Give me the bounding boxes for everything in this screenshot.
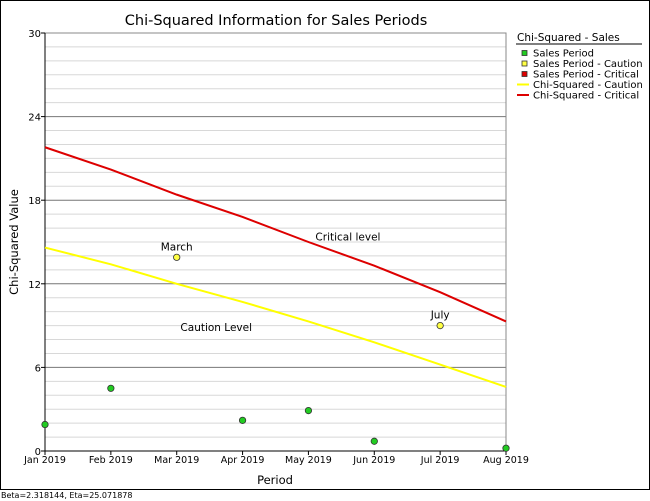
legend-marker (521, 60, 528, 67)
x-tick-label: Mar 2019 (154, 455, 199, 466)
x-tick-label: May 2019 (285, 455, 332, 466)
y-axis-label: Chi-Squared Value (7, 189, 21, 295)
data-point (107, 384, 115, 392)
y-tick-label: 12 (28, 280, 41, 291)
data-point (173, 253, 181, 261)
y-tick-label: 24 (28, 113, 41, 124)
x-axis-label: Period (257, 473, 293, 487)
annotation: Critical level (315, 232, 380, 244)
legend-title: Chi-Squared - Sales (517, 32, 620, 44)
annotation: Caution Level (180, 322, 252, 334)
y-tick-label: 0 (35, 447, 41, 458)
y-tick-label: 30 (28, 29, 41, 40)
data-point (502, 444, 510, 452)
annotations: Critical level Caution Level (180, 232, 380, 335)
legend-marker (521, 50, 528, 56)
series-line (44, 246, 507, 388)
legend-label: Chi-Squared - Critical (533, 91, 639, 102)
x-tick-label: Jan 2019 (23, 455, 66, 466)
y-tick-label: 6 (35, 363, 41, 374)
x-tick-label: Aug 2019 (483, 455, 529, 466)
legend-label: Chi-Squared - Caution (533, 80, 643, 91)
data-point (304, 406, 313, 415)
chart: Chi-Squared Information for Sales Period… (7, 13, 643, 487)
x-tick-label: Apr 2019 (221, 455, 265, 466)
legend-label: Sales Period (533, 49, 594, 60)
data-point (436, 321, 444, 330)
x-tick-label: Feb 2019 (89, 455, 133, 466)
series-line (44, 146, 507, 323)
data-point-label: July (430, 310, 450, 322)
series: March July (41, 146, 510, 452)
data-point (41, 420, 49, 429)
x-tick-label: Jun 2019 (352, 455, 395, 466)
chart-frame: Chi-Squared Information for Sales Period… (0, 0, 650, 490)
data-point-label: March (161, 241, 193, 253)
footer-parameters: Beta=2.318144, Eta=25.071878 (1, 491, 133, 500)
data-point (370, 437, 378, 445)
data-point (238, 416, 247, 424)
legend-label: Sales Period - Critical (533, 70, 639, 81)
chart-title: Chi-Squared Information for Sales Period… (125, 13, 428, 29)
x-tick-label: Jul 2019 (420, 455, 460, 466)
axes: 0 6 12 18 24 30 Jan 2019 Feb 2019 Mar 2019 Apr 20… (23, 29, 529, 466)
y-tick-label: 18 (28, 196, 41, 207)
legend-marker (521, 71, 528, 77)
legend-label: Sales Period - Caution (533, 59, 643, 70)
